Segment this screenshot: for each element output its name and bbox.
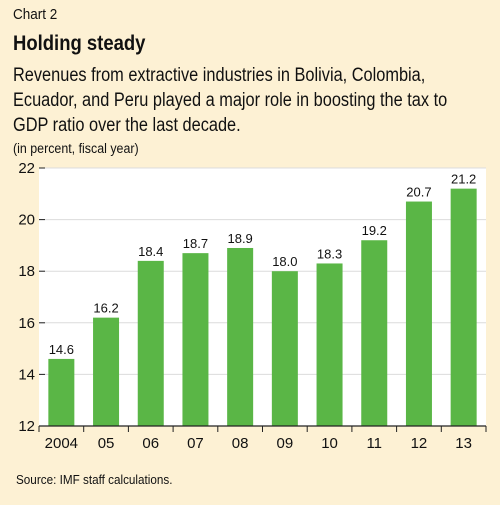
- bar: [93, 317, 120, 426]
- chart-number: Chart 2: [13, 6, 58, 23]
- bar: [450, 188, 477, 426]
- data-label: 16.2: [93, 301, 118, 316]
- y-tick-label: 22: [18, 160, 35, 177]
- y-tick-label: 18: [18, 263, 35, 280]
- x-tick-label: 11: [366, 435, 382, 452]
- data-label: 14.6: [49, 342, 74, 357]
- bar: [227, 247, 254, 426]
- bar: [316, 263, 343, 426]
- data-label: 21.2: [451, 172, 476, 187]
- data-label: 18.4: [138, 244, 163, 259]
- y-tick-label: 14: [18, 366, 35, 383]
- chart-title: Holding steady: [13, 32, 146, 55]
- x-tick-label: 2004: [45, 435, 78, 452]
- x-tick-label: 12: [411, 435, 428, 452]
- bar: [405, 201, 432, 426]
- x-tick-label: 13: [455, 435, 472, 452]
- data-label: 18.0: [272, 254, 297, 269]
- axes: [38, 167, 487, 432]
- x-tick-label: 09: [277, 435, 294, 452]
- labels: 12 14 16 18 20 22 14.6 2004 16.2 05 18.4 06 18.7 07 18…: [18, 160, 476, 452]
- y-tick-label: 12: [18, 418, 35, 435]
- bar: [271, 271, 298, 426]
- x-tick-label: 06: [142, 435, 159, 452]
- y-tick-label: 20: [18, 212, 35, 229]
- x-tick-label: 08: [232, 435, 249, 452]
- chart-subtitle: Revenues from extractive industries in B…: [13, 65, 448, 136]
- bar: [361, 240, 388, 426]
- data-label: 18.7: [183, 236, 208, 251]
- units-note: (in percent, fiscal year): [13, 141, 139, 156]
- bar: [182, 253, 209, 426]
- bar: [137, 260, 164, 426]
- bars: [48, 188, 477, 426]
- source-note: Source: IMF staff calculations.: [16, 472, 173, 487]
- bar: [48, 358, 75, 426]
- x-tick-label: 05: [98, 435, 115, 452]
- data-label: 18.3: [317, 246, 342, 261]
- y-tick-label: 16: [18, 315, 35, 332]
- x-tick-label: 10: [321, 435, 338, 452]
- data-label: 20.7: [406, 185, 431, 200]
- data-label: 19.2: [362, 223, 387, 238]
- x-tick-label: 07: [187, 435, 204, 452]
- data-label: 18.9: [227, 231, 252, 246]
